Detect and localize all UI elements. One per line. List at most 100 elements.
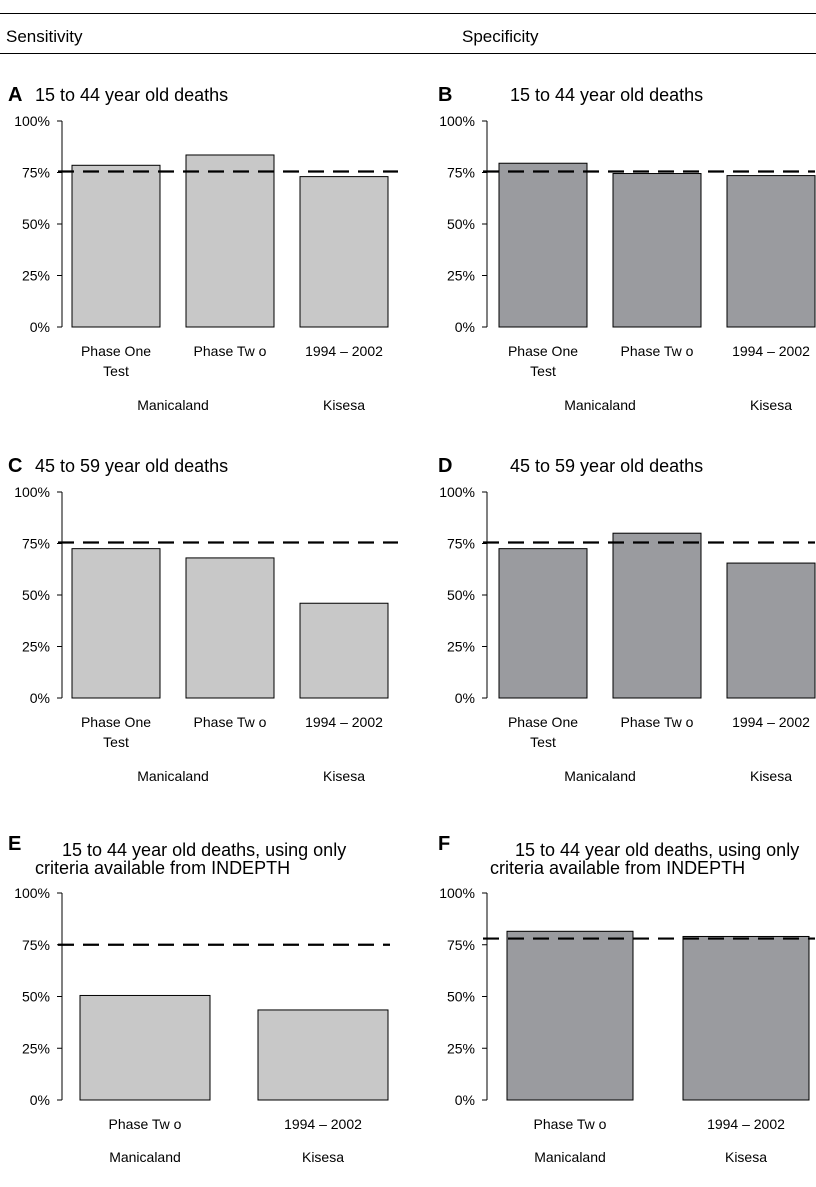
y-tick-label-b-4: 100%	[439, 113, 475, 129]
panel-f: F 15 to 44 year old deaths, using only cri…	[425, 830, 816, 1180]
category-label-d-1-1: Phase One	[508, 714, 578, 730]
panel-e: E 15 to 44 year old deaths, using only cri…	[0, 830, 400, 1180]
bar-d-2	[612, 532, 702, 699]
y-tick-label-c-1: 25%	[22, 639, 50, 655]
chart-svg-d: D 45 to 59 year old deaths 0% 25% 50% 75% 100%…	[438, 455, 816, 784]
category-label-c-2-1: Phase Tw o	[194, 714, 267, 730]
y-tick-label-c-4: 100%	[14, 484, 50, 500]
sensitivity-column-heading: Sensitivity	[6, 27, 83, 46]
y-tick-label-b-1: 25%	[447, 268, 475, 284]
header-rule	[0, 53, 816, 54]
category-label-c-3-1: 1994 – 2002	[305, 714, 383, 730]
y-tick-label-d-4: 100%	[439, 484, 475, 500]
y-tick-label-d-3: 75%	[447, 536, 475, 552]
panel-d: D 45 to 59 year old deaths 0% 25% 50% 75% 100%…	[425, 448, 816, 793]
category-label-e-1-1: Phase Tw o	[109, 1116, 182, 1132]
category-label-d-3-1: 1994 – 2002	[732, 714, 810, 730]
specificity-column-heading: Specificity	[462, 27, 539, 46]
panel-letter-f: F	[438, 833, 450, 855]
bar-b-3	[726, 175, 816, 328]
category-label-b-1-1: Phase One	[508, 343, 578, 359]
y-tick-label-c-2: 50%	[22, 587, 50, 603]
group-label-b-2: Kisesa	[750, 397, 792, 413]
group-label-c-2: Kisesa	[323, 768, 365, 784]
bar-c-2	[185, 557, 275, 699]
panel-letter-e: E	[8, 833, 21, 855]
category-label-f-1-1: Phase Tw o	[534, 1116, 607, 1132]
chart-title-e-line-2: criteria available from INDEPTH	[35, 858, 290, 878]
bar-c-3	[299, 602, 389, 699]
category-label-b-1-2: Test	[530, 363, 556, 379]
chart-title-c-line-1: 45 to 59 year old deaths	[35, 456, 228, 476]
top-rule	[0, 13, 816, 14]
chart-svg-f: F 15 to 44 year old deaths, using onlycri…	[438, 833, 815, 1165]
y-tick-label-f-4: 100%	[439, 885, 475, 901]
y-tick-label-c-3: 75%	[22, 536, 50, 552]
bar-e-1	[79, 994, 211, 1101]
bar-e-2	[257, 1009, 389, 1101]
category-label-a-1-2: Test	[103, 363, 129, 379]
y-tick-label-a-4: 100%	[14, 113, 50, 129]
y-tick-label-d-2: 50%	[447, 587, 475, 603]
bar-a-1	[71, 164, 161, 328]
chart-title-e-line-1: 15 to 44 year old deaths, using only	[62, 840, 346, 860]
y-tick-label-b-0: 0%	[455, 319, 475, 335]
category-label-b-3-1: 1994 – 2002	[732, 343, 810, 359]
category-label-d-1-2: Test	[530, 734, 556, 750]
chart-svg-b: B 15 to 44 year old deaths 0% 25% 50% 75% 100%…	[438, 84, 816, 413]
group-label-e-2: Kisesa	[302, 1149, 344, 1165]
chart-title-b-line-1: 15 to 44 year old deaths	[510, 85, 703, 105]
y-tick-label-a-0: 0%	[30, 319, 50, 335]
category-label-f-2-1: 1994 – 2002	[707, 1116, 785, 1132]
bar-b-1	[498, 162, 588, 328]
y-tick-label-b-2: 50%	[447, 216, 475, 232]
category-label-c-1-1: Phase One	[81, 714, 151, 730]
y-tick-label-a-1: 25%	[22, 268, 50, 284]
bar-a-2	[185, 154, 275, 328]
panel-letter-b: B	[438, 84, 452, 106]
panel-a: A 15 to 44 year old deaths 0% 25% 50% 75% 100%…	[0, 77, 400, 422]
chart-svg-c: C 45 to 59 year old deaths 0% 25% 50% 75% 100%…	[8, 455, 398, 784]
y-tick-label-d-0: 0%	[455, 690, 475, 706]
panel-letter-c: C	[8, 455, 22, 477]
panel-letter-a: A	[8, 84, 22, 106]
category-label-c-1-2: Test	[103, 734, 129, 750]
y-tick-label-a-3: 75%	[22, 165, 50, 181]
y-tick-label-e-0: 0%	[30, 1092, 50, 1108]
y-tick-label-f-0: 0%	[455, 1092, 475, 1108]
y-tick-label-f-2: 50%	[447, 989, 475, 1005]
y-tick-label-e-1: 25%	[22, 1040, 50, 1056]
category-label-e-2-1: 1994 – 2002	[284, 1116, 362, 1132]
y-tick-label-e-2: 50%	[22, 989, 50, 1005]
group-label-a-1: Manicaland	[137, 397, 209, 413]
y-tick-label-d-1: 25%	[447, 639, 475, 655]
category-label-b-2-1: Phase Tw o	[621, 343, 694, 359]
category-label-d-2-1: Phase Tw o	[621, 714, 694, 730]
chart-svg-a: A 15 to 44 year old deaths 0% 25% 50% 75% 100%…	[8, 84, 398, 413]
bar-f-2	[682, 935, 810, 1101]
chart-title-f-line-1: 15 to 44 year old deaths, using only	[515, 840, 799, 860]
group-label-d-1: Manicaland	[564, 768, 636, 784]
bar-d-1	[498, 548, 588, 699]
bar-c-1	[71, 548, 161, 699]
y-tick-label-c-0: 0%	[30, 690, 50, 706]
group-label-b-1: Manicaland	[564, 397, 636, 413]
chart-title-f-line-2: criteria available from INDEPTH	[490, 858, 745, 878]
category-label-a-2-1: Phase Tw o	[194, 343, 267, 359]
category-label-a-1-1: Phase One	[81, 343, 151, 359]
y-tick-label-a-2: 50%	[22, 216, 50, 232]
y-tick-label-e-4: 100%	[14, 885, 50, 901]
panel-b: B 15 to 44 year old deaths 0% 25% 50% 75% 100%…	[425, 77, 816, 422]
chart-title-a-line-1: 15 to 44 year old deaths	[35, 85, 228, 105]
group-label-c-1: Manicaland	[137, 768, 209, 784]
chart-title-d-line-1: 45 to 59 year old deaths	[510, 456, 703, 476]
bar-f-1	[506, 930, 634, 1101]
group-label-a-2: Kisesa	[323, 397, 365, 413]
group-label-e-1: Manicaland	[109, 1149, 181, 1165]
group-label-f-1: Manicaland	[534, 1149, 606, 1165]
y-tick-label-f-3: 75%	[447, 937, 475, 953]
y-tick-label-e-3: 75%	[22, 937, 50, 953]
bar-b-2	[612, 173, 702, 328]
group-label-d-2: Kisesa	[750, 768, 792, 784]
bar-a-3	[299, 176, 389, 328]
